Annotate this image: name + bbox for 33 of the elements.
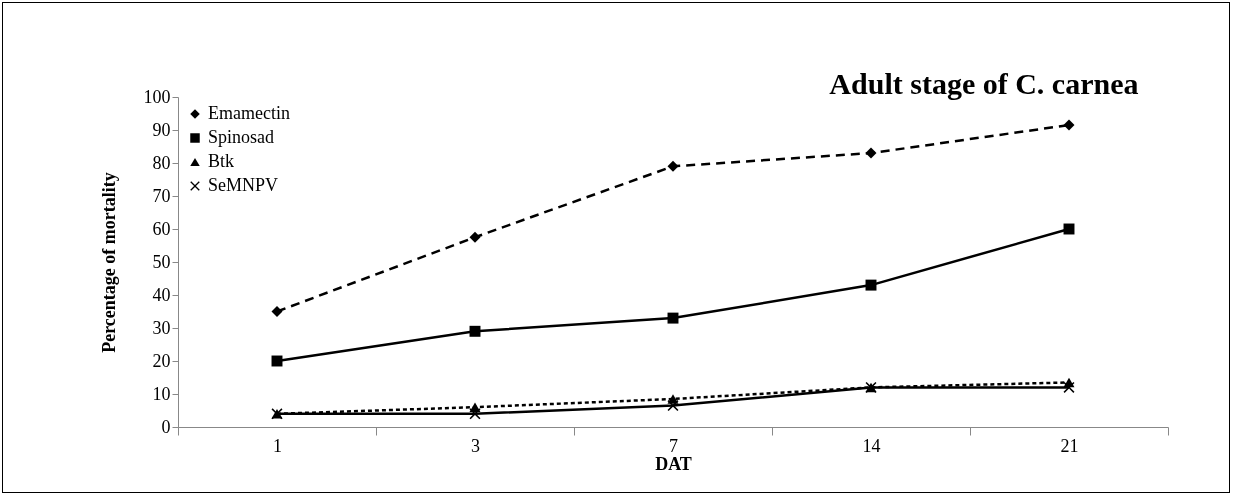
x-tick-label: 14 (862, 435, 881, 456)
x-axis-title: DAT (655, 453, 692, 474)
y-tick-label: 10 (152, 383, 171, 404)
point (469, 231, 481, 243)
y-tick-label: 30 (152, 317, 171, 338)
legend-label: SeMNPV (208, 175, 279, 195)
point (1063, 119, 1075, 131)
point (865, 279, 877, 291)
y-tick-label: 70 (152, 185, 171, 206)
point (469, 325, 481, 337)
chart-title: Adult stage of C. carnea (829, 67, 1139, 100)
legend-label: Btk (208, 151, 235, 171)
y-tick-label: 20 (152, 350, 171, 371)
legend-label: Emamectin (208, 103, 290, 123)
y-tick-label: 90 (152, 119, 171, 140)
point (667, 312, 679, 324)
point (469, 408, 481, 420)
x-tick-label: 1 (273, 435, 282, 456)
y-tick-label: 80 (152, 152, 171, 173)
legend-label: Spinosad (208, 127, 275, 147)
y-tick-label: 100 (143, 86, 171, 107)
y-axis-title: Percentage of mortality (98, 172, 119, 353)
x-tick-label: 21 (1060, 435, 1079, 456)
y-tick-label: 50 (152, 251, 171, 272)
x-tick-label: 7 (669, 435, 678, 456)
point (865, 147, 877, 159)
y-tick-label: 60 (152, 218, 171, 239)
point (667, 160, 679, 172)
point (667, 400, 679, 412)
y-tick-label: 40 (152, 284, 171, 305)
y-tick-label: 0 (161, 416, 171, 437)
x-tick-label: 3 (471, 435, 480, 456)
point (1063, 381, 1075, 393)
